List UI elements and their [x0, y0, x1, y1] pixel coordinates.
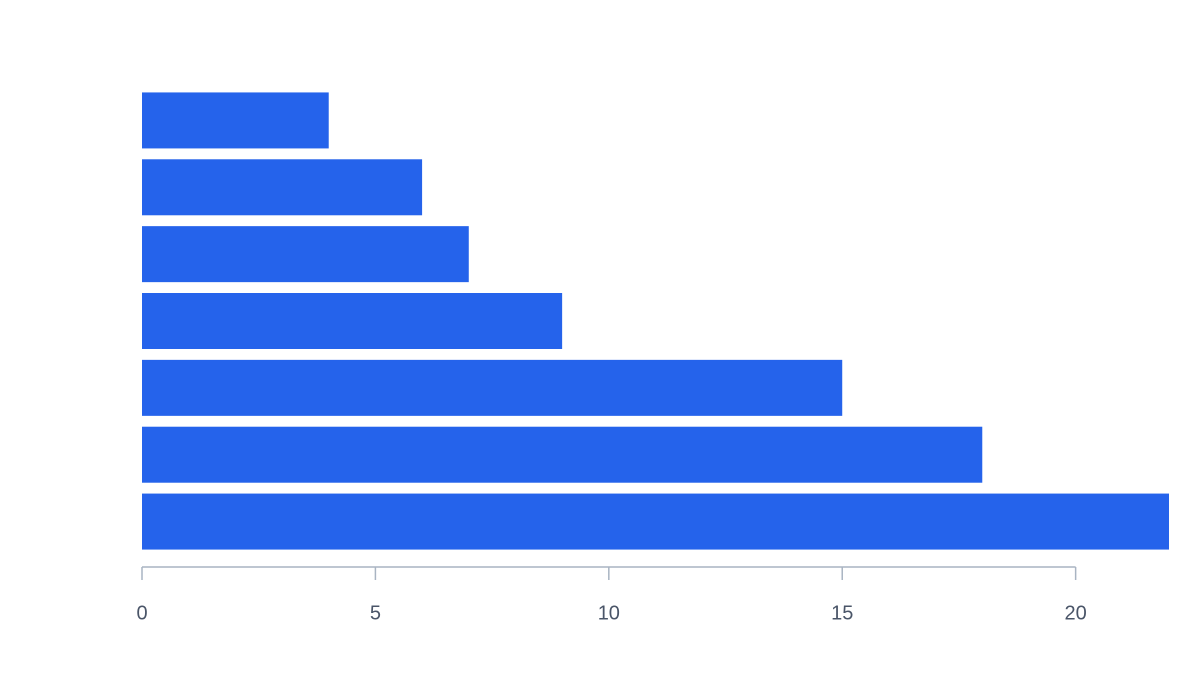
bar — [142, 493, 1169, 550]
bar — [142, 92, 329, 149]
x-tick-label: 10 — [598, 602, 620, 624]
bar — [142, 159, 423, 216]
x-tick-label: 15 — [831, 602, 853, 624]
x-tick-label: 20 — [1065, 602, 1087, 624]
bar — [142, 359, 843, 416]
bar — [142, 226, 469, 283]
x-tick-label: 0 — [136, 602, 147, 624]
bar — [142, 293, 563, 349]
x-tick-label: 5 — [370, 602, 381, 624]
bar — [142, 426, 983, 483]
